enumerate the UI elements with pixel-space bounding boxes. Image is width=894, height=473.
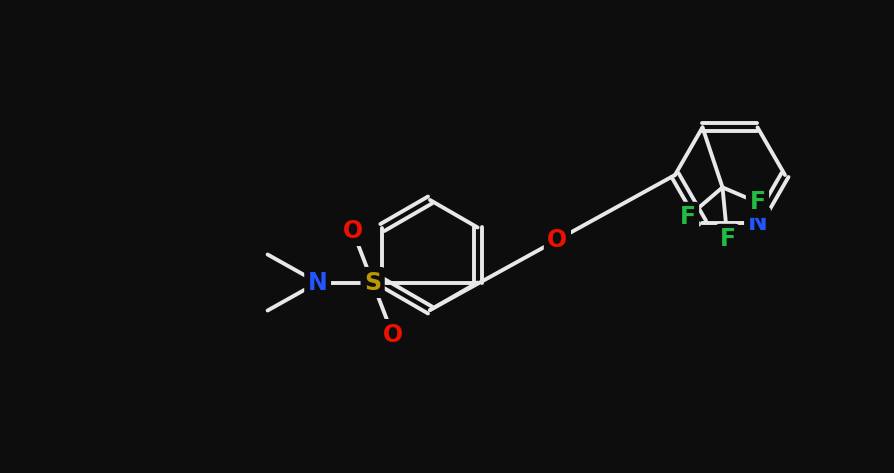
Text: N: N [746, 210, 766, 235]
Text: O: O [547, 228, 567, 252]
Text: F: F [719, 228, 735, 251]
Text: F: F [748, 190, 764, 214]
Text: O: O [342, 219, 362, 243]
Text: N: N [308, 271, 327, 295]
Text: F: F [679, 205, 695, 229]
Text: S: S [364, 271, 381, 295]
Text: O: O [382, 323, 402, 347]
